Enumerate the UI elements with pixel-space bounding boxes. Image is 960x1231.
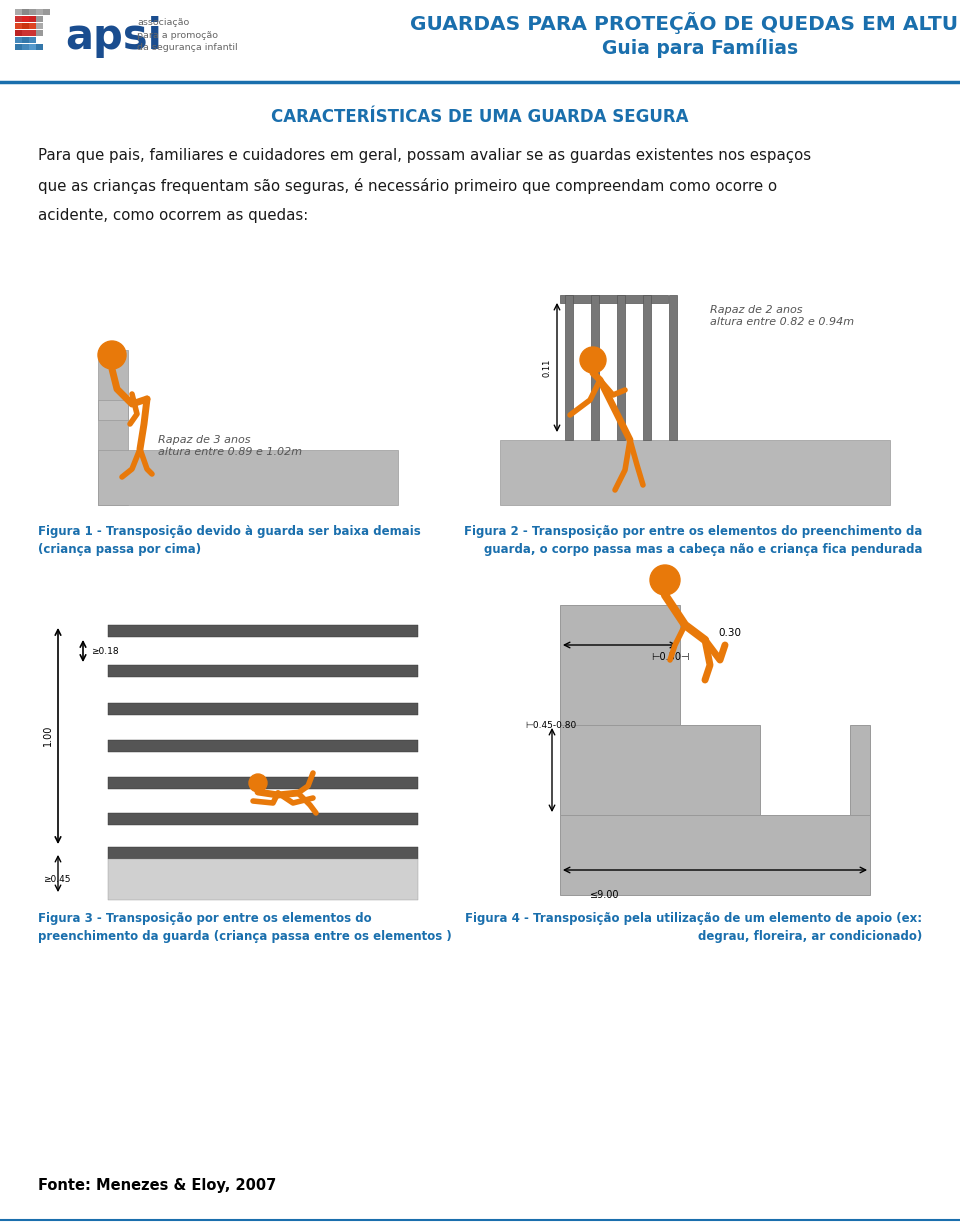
Text: ≥0.45: ≥0.45 bbox=[43, 875, 70, 885]
Text: CARACTERÍSTICAS DE UMA GUARDA SEGURA: CARACTERÍSTICAS DE UMA GUARDA SEGURA bbox=[272, 108, 688, 126]
Bar bbox=[15, 16, 21, 22]
Bar bbox=[480, 590, 940, 900]
Bar bbox=[38, 590, 438, 900]
Circle shape bbox=[98, 341, 126, 369]
Bar bbox=[108, 847, 418, 859]
Circle shape bbox=[249, 774, 267, 792]
Text: 0.11: 0.11 bbox=[542, 358, 551, 377]
Bar bbox=[29, 22, 36, 30]
Bar bbox=[560, 295, 668, 303]
Text: guarda, o corpo passa mas a cabeça não e criança fica pendurada: guarda, o corpo passa mas a cabeça não e… bbox=[484, 543, 922, 556]
Bar bbox=[108, 625, 418, 636]
Circle shape bbox=[650, 565, 680, 595]
Bar bbox=[22, 30, 29, 36]
Text: 0.30: 0.30 bbox=[718, 628, 741, 638]
Bar bbox=[36, 16, 42, 22]
Bar bbox=[98, 451, 398, 505]
Bar bbox=[560, 815, 870, 895]
Text: Para que pais, familiares e cuidadores em geral, possam avaliar se as guardas ex: Para que pais, familiares e cuidadores e… bbox=[38, 148, 811, 162]
Text: preenchimento da guarda (criança passa entre os elementos ): preenchimento da guarda (criança passa e… bbox=[38, 929, 452, 943]
Bar bbox=[15, 22, 21, 30]
Bar bbox=[36, 9, 42, 15]
Bar bbox=[22, 37, 29, 43]
Bar bbox=[470, 260, 930, 510]
Bar bbox=[29, 30, 36, 36]
Text: Figura 1 - Transposição devido à guarda ser baixa demais: Figura 1 - Transposição devido à guarda … bbox=[38, 524, 420, 538]
Bar bbox=[565, 295, 573, 439]
Bar bbox=[38, 260, 438, 510]
Text: Rapaz de 2 anos
altura entre 0.82 e 0.94m: Rapaz de 2 anos altura entre 0.82 e 0.94… bbox=[710, 305, 854, 326]
Bar bbox=[108, 665, 418, 677]
Text: (criança passa por cima): (criança passa por cima) bbox=[38, 543, 202, 556]
Text: Guia para Famílias: Guia para Famílias bbox=[602, 38, 798, 58]
Bar bbox=[22, 22, 29, 30]
Text: associação
para a promoção
da segurança infantil: associação para a promoção da segurança … bbox=[137, 18, 238, 52]
Bar bbox=[850, 725, 870, 815]
Bar bbox=[36, 43, 42, 50]
Bar bbox=[29, 43, 36, 50]
Bar bbox=[15, 9, 21, 15]
Bar bbox=[36, 30, 42, 36]
Bar bbox=[108, 812, 418, 825]
Circle shape bbox=[580, 347, 606, 373]
Bar bbox=[643, 295, 651, 439]
Text: ⊢0.45-0.80: ⊢0.45-0.80 bbox=[525, 720, 576, 730]
Text: degrau, floreira, ar condicionado): degrau, floreira, ar condicionado) bbox=[698, 929, 922, 943]
Text: GUARDAS PARA PROTEÇÃO DE QUEDAS EM ALTURA: GUARDAS PARA PROTEÇÃO DE QUEDAS EM ALTUR… bbox=[410, 12, 960, 34]
Text: acidente, como ocorrem as quedas:: acidente, como ocorrem as quedas: bbox=[38, 208, 308, 223]
Bar bbox=[591, 295, 599, 439]
Bar bbox=[15, 43, 21, 50]
Bar bbox=[560, 725, 760, 815]
Text: que as crianças frequentam são seguras, é necessário primeiro que compreendam co: que as crianças frequentam são seguras, … bbox=[38, 178, 778, 194]
Bar bbox=[22, 9, 29, 15]
Bar bbox=[560, 604, 680, 725]
Text: Rapaz de 3 anos
altura entre 0.89 e 1.02m: Rapaz de 3 anos altura entre 0.89 e 1.02… bbox=[158, 435, 302, 457]
Bar bbox=[617, 295, 625, 439]
Bar bbox=[22, 16, 29, 22]
Bar bbox=[98, 350, 128, 505]
Bar bbox=[500, 439, 890, 505]
Bar bbox=[98, 400, 128, 420]
Bar bbox=[108, 703, 418, 715]
Bar bbox=[108, 859, 418, 900]
Text: Fonte: Menezes & Eloy, 2007: Fonte: Menezes & Eloy, 2007 bbox=[38, 1178, 276, 1193]
Text: ≤9.00: ≤9.00 bbox=[590, 890, 619, 900]
Bar bbox=[15, 30, 21, 36]
Text: apsi: apsi bbox=[65, 16, 162, 58]
Bar bbox=[15, 37, 21, 43]
Bar bbox=[669, 295, 677, 439]
Bar bbox=[29, 9, 36, 15]
Bar bbox=[108, 740, 418, 752]
Bar bbox=[22, 43, 29, 50]
Text: Figura 2 - Transposição por entre os elementos do preenchimento da: Figura 2 - Transposição por entre os ele… bbox=[464, 524, 922, 538]
Text: ≥0.18: ≥0.18 bbox=[91, 646, 119, 655]
Bar bbox=[43, 9, 50, 15]
Bar bbox=[29, 16, 36, 22]
Text: Figura 4 - Transposição pela utilização de um elemento de apoio (ex:: Figura 4 - Transposição pela utilização … bbox=[465, 912, 922, 924]
Text: ⊢0.50⊣: ⊢0.50⊣ bbox=[651, 652, 689, 662]
Bar bbox=[108, 777, 418, 789]
Text: 1.00: 1.00 bbox=[43, 724, 53, 746]
Text: Figura 3 - Transposição por entre os elementos do: Figura 3 - Transposição por entre os ele… bbox=[38, 912, 372, 924]
Bar bbox=[29, 37, 36, 43]
Bar bbox=[36, 22, 42, 30]
